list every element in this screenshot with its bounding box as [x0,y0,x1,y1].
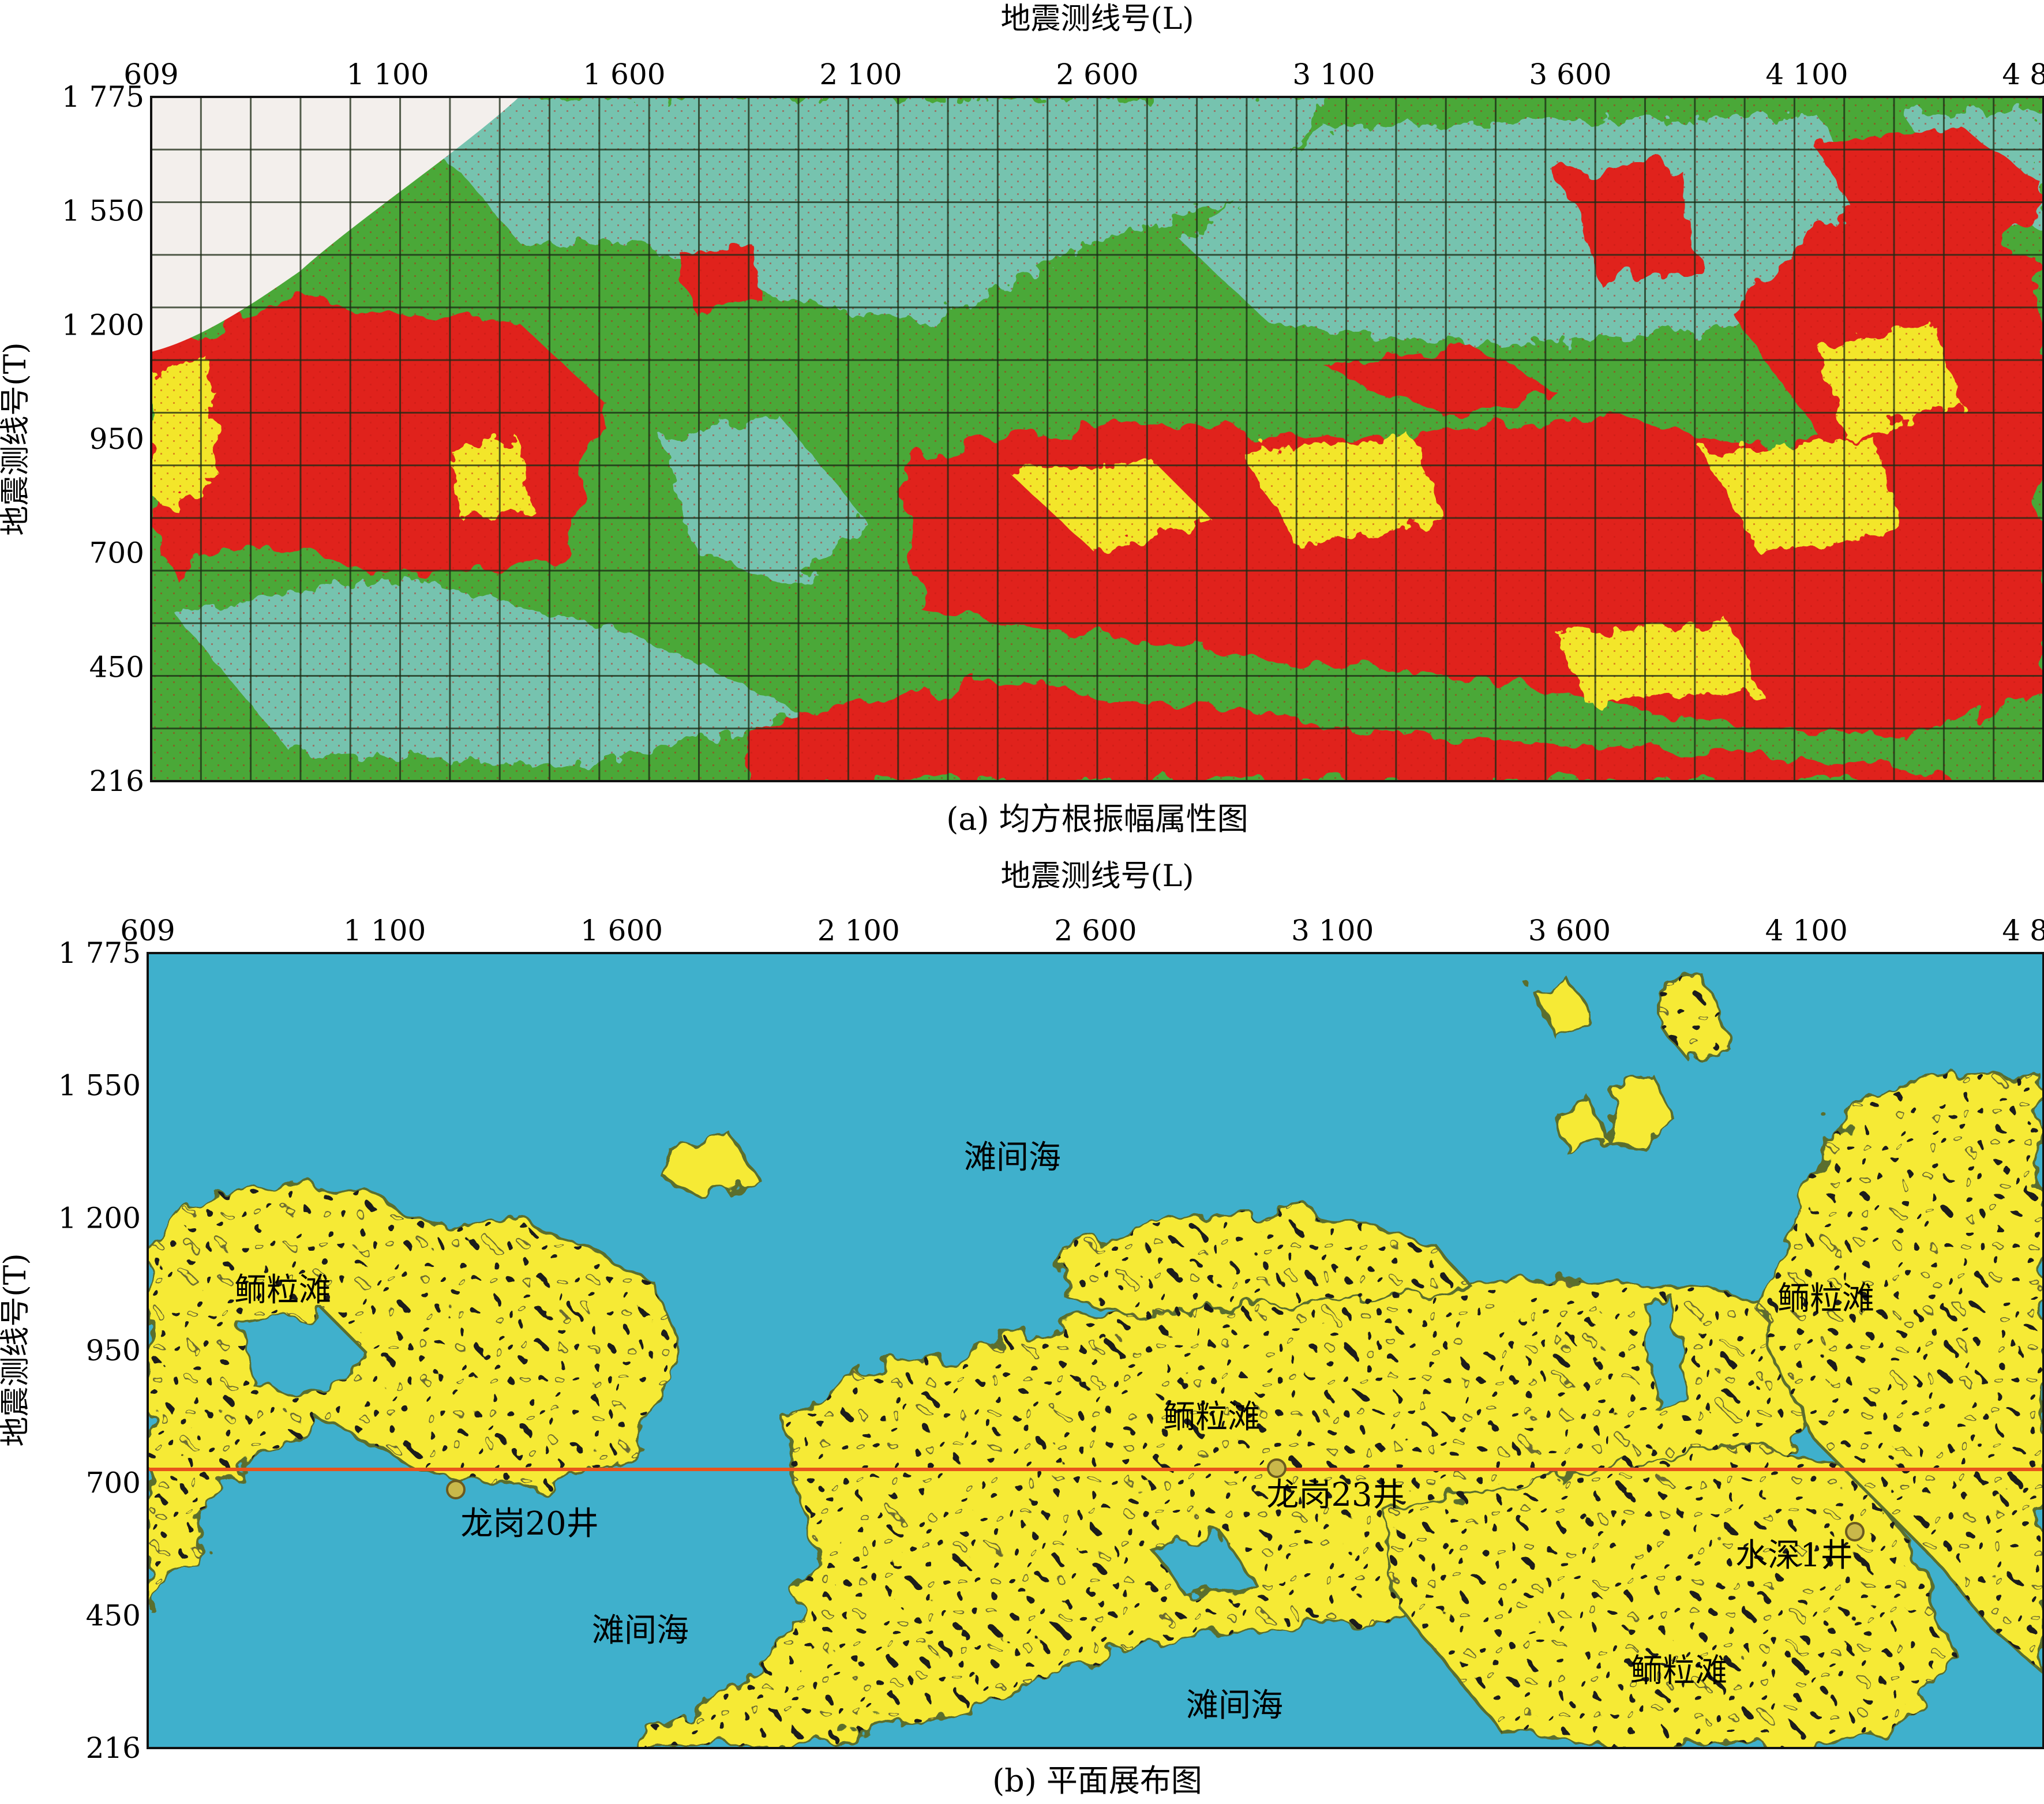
panel-b-y-ticks: 1 775 1 550 1 200 950 700 450 216 [58,936,158,1765]
y-tick-label: 1 200 [58,1201,141,1235]
well-marker-icon [1267,1458,1287,1478]
x-tick-label: 2 100 [817,914,900,947]
panel-a-x-axis-title: 地震测线号(L) [1000,2,1194,36]
oolitic-shoal-label: 鲕粒滩 [1163,1398,1260,1436]
y-tick-label: 1 775 [58,936,141,970]
x-tick-label: 4 868 [2002,58,2044,91]
x-tick-label: 3 100 [1291,914,1374,947]
panel-b-x-ticks: 609 1 100 1 600 2 100 2 600 3 100 3 600 4 100 4 … [120,914,2044,963]
oolitic-shoal-label: 鲕粒滩 [1630,1652,1727,1690]
x-tick-label: 4 868 [2002,914,2044,947]
x-tick-label: 609 [120,914,175,947]
y-tick-label: 216 [86,1731,141,1765]
panel-a-x-ticks: 609 1 100 1 600 2 100 2 600 3 100 3 600 4 100 4 … [123,58,2044,107]
x-tick-label: 2 600 [1056,58,1138,91]
x-tick-label: 3 600 [1528,914,1611,947]
inter-shoal-sea-label: 滩间海 [1186,1687,1283,1724]
x-tick-label: 609 [123,58,178,91]
oolitic-shoal-label: 鲕粒滩 [234,1272,331,1309]
panel-b-y-axis-title: 地震测线号(T) [0,1253,33,1446]
seismic-grid [151,97,2043,781]
y-tick-label: 700 [86,1467,141,1500]
x-tick-label: 3 100 [1292,58,1375,91]
x-tick-label: 2 100 [819,58,902,91]
well-marker-icon [1845,1522,1865,1542]
well-label: 水深1井 [1735,1537,1853,1574]
x-tick-label: 4 100 [1765,58,1848,91]
inter-shoal-sea-label: 滩间海 [592,1612,689,1649]
panel-b-caption: (b) 平面展布图 [992,1762,1202,1799]
rms-amplitude-raster [151,97,2043,781]
well-label: 龙岗20井 [460,1505,598,1543]
panel-b-x-axis-title: 地震测线号(L) [1000,859,1194,894]
x-tick-label: 3 600 [1529,58,1611,91]
well-shuishen-1[interactable]: 水深1井 [1735,1522,1865,1574]
y-tick-label: 950 [86,1334,141,1367]
well-label: 龙岗23井 [1266,1476,1404,1514]
panel-b-frame [147,952,2044,1749]
y-tick-label: 1 775 [62,80,144,114]
oolitic-shoal-label: 鲕粒滩 [1777,1280,1874,1318]
panel-a-caption: (a) 均方根振幅属性图 [946,801,1248,837]
panel-a-attribute-map: 地震测线号(L) 609 1 100 1 600 2 100 2 600 3 100 3 6… [0,2,2044,837]
panel-a-y-axis-title: 地震测线号(T) [0,342,33,535]
panel-b-facies-map: 地震测线号(L) 609 1 100 1 600 2 100 2 600 3 100 3 6… [0,859,2044,1799]
x-tick-label: 2 600 [1054,914,1137,947]
y-tick-label: 1 550 [58,1069,141,1102]
y-tick-label: 450 [89,650,144,684]
y-tick-label: 950 [89,422,144,456]
x-tick-label: 4 100 [1765,914,1848,947]
well-longgang-20[interactable]: 龙岗20井 [446,1480,599,1543]
x-tick-label: 1 100 [346,58,429,91]
x-tick-label: 1 600 [580,914,663,947]
x-tick-label: 1 100 [343,914,426,947]
oolitic-shoals [148,973,2043,1748]
x-tick-label: 1 600 [583,58,665,91]
no-data-area [151,97,519,352]
y-tick-label: 1 550 [62,194,144,228]
panel-a-frame [150,96,2044,782]
well-marker-icon [446,1480,466,1499]
well-longgang-23[interactable]: 龙岗23井 [1266,1458,1405,1514]
y-tick-label: 700 [89,537,144,570]
y-tick-label: 216 [89,764,144,798]
inter-shoal-sea-label: 滩间海 [964,1139,1061,1176]
y-tick-label: 1 200 [62,308,144,342]
y-tick-label: 450 [86,1599,141,1632]
panel-a-y-ticks: 1 775 1 550 1 200 950 700 450 216 [62,80,162,798]
